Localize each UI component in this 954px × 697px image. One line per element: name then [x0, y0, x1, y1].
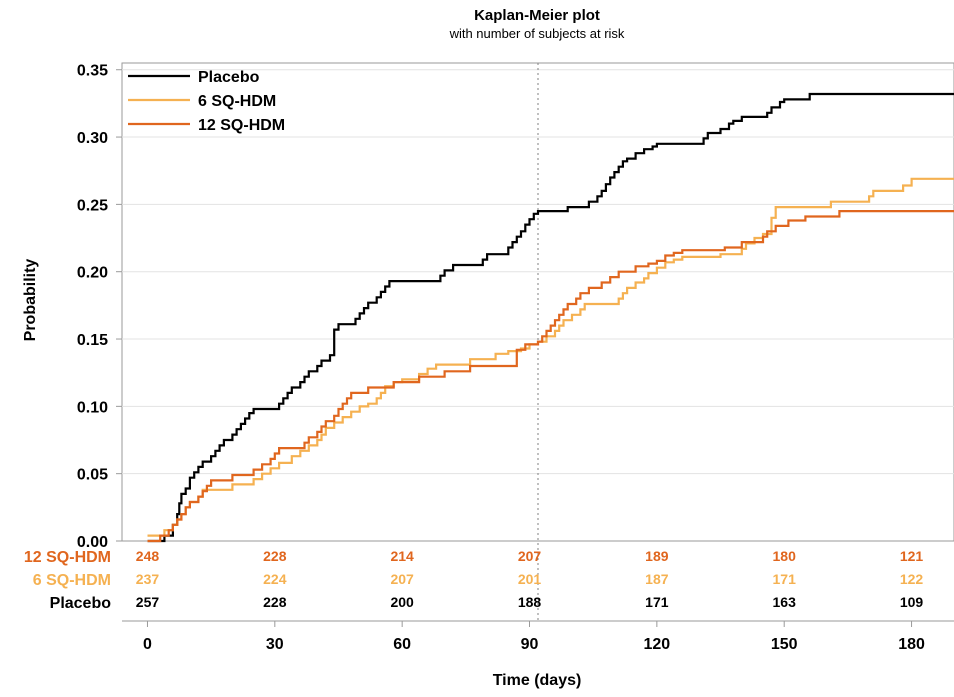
y-tick-label: 0.05	[77, 467, 108, 484]
at-risk-count: 237	[136, 571, 160, 587]
at-risk-count: 109	[900, 594, 924, 610]
at-risk-count: 257	[136, 594, 160, 610]
y-tick-label: 0.00	[77, 534, 108, 551]
at-risk-count: 171	[773, 571, 797, 587]
at-risk-count: 189	[645, 548, 669, 564]
survival-curves	[147, 92, 954, 543]
y-tick-label: 0.25	[77, 197, 108, 214]
plot-area: 0.00 0.05 0.10 0.15 0.20 0.25 0.30 0.35	[77, 62, 954, 621]
x-tick-label: 90	[521, 636, 539, 653]
x-tick-label: 150	[771, 636, 798, 653]
at-risk-count: 171	[645, 594, 669, 610]
at-risk-count: 228	[263, 548, 287, 564]
at-risk-count: 121	[900, 548, 924, 564]
x-tick-label: 0	[143, 636, 152, 653]
y-tick-label: 0.35	[77, 63, 108, 80]
legend: Placebo 6 SQ-HDM 12 SQ-HDM	[128, 69, 285, 134]
at-risk-count: 201	[518, 571, 542, 587]
x-axis-label: Time (days)	[493, 672, 582, 689]
at-risk-row-label: 12 SQ-HDM	[24, 549, 111, 566]
at-risk-row-label: 6 SQ-HDM	[33, 572, 111, 589]
at-risk-count: 224	[263, 571, 287, 587]
at-risk-count: 207	[390, 571, 414, 587]
x-tick-label: 60	[393, 636, 411, 653]
legend-label: 6 SQ-HDM	[198, 93, 276, 110]
chart-subtitle: with number of subjects at risk	[449, 26, 625, 41]
y-axis-ticks: 0.00 0.05 0.10 0.15 0.20 0.25 0.30 0.35	[77, 63, 122, 551]
at-risk-row-label: Placebo	[50, 595, 112, 612]
legend-label: 12 SQ-HDM	[198, 117, 285, 134]
y-tick-label: 0.15	[77, 332, 108, 349]
x-tick-label: 120	[644, 636, 671, 653]
curve-12-sq-hdm	[147, 210, 954, 543]
x-tick-label: 30	[266, 636, 284, 653]
at-risk-count: 122	[900, 571, 924, 587]
y-tick-label: 0.20	[77, 265, 108, 282]
at-risk-count: 163	[773, 594, 797, 610]
at-risk-count: 187	[645, 571, 669, 587]
at-risk-table: 12 SQ-HDM 248 228 214 207 189 180 121 6 SQ-HDM 23…	[24, 548, 924, 612]
at-risk-count: 214	[390, 548, 414, 564]
chart-title: Kaplan-Meier plot	[474, 7, 600, 24]
x-tick-label: 180	[898, 636, 925, 653]
at-risk-count: 207	[518, 548, 542, 564]
at-risk-count: 248	[136, 548, 160, 564]
at-risk-count: 180	[773, 548, 797, 564]
y-tick-label: 0.10	[77, 399, 108, 416]
y-tick-label: 0.30	[77, 130, 108, 147]
legend-label: Placebo	[198, 69, 260, 86]
y-axis-label: Probability	[22, 259, 39, 342]
at-risk-count: 200	[390, 594, 414, 610]
curve-6-sq-hdm	[147, 177, 954, 537]
at-risk-count: 188	[518, 594, 542, 610]
curve-placebo	[147, 92, 954, 543]
x-axis: 0 30 60 90 120 150 180	[122, 620, 954, 653]
at-risk-count: 228	[263, 594, 287, 610]
